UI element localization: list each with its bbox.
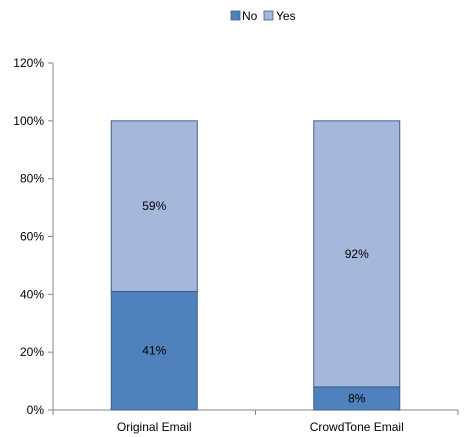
y-tick-label: 0% bbox=[27, 403, 45, 417]
y-tick-label: 120% bbox=[13, 56, 44, 70]
data-label: 41% bbox=[142, 344, 166, 358]
x-category-label: Original Email bbox=[117, 420, 192, 434]
bar-segment-yes bbox=[313, 120, 401, 388]
legend: No Yes bbox=[230, 9, 296, 23]
data-label: 59% bbox=[142, 199, 166, 213]
y-axis: 0% 20% 40% 60% 80% 100% 120% bbox=[13, 56, 54, 417]
y-tick-label: 60% bbox=[20, 230, 44, 244]
legend-swatch-yes bbox=[263, 10, 274, 21]
data-label: 92% bbox=[345, 247, 369, 261]
bar-segment-yes bbox=[110, 120, 198, 292]
data-labels: 41% 59% 8% 92% bbox=[142, 199, 369, 405]
x-axis: Original Email CrowdTone Email bbox=[52, 409, 459, 434]
legend-swatch-no bbox=[230, 10, 241, 21]
bar-segment-no bbox=[110, 290, 198, 411]
data-label: 8% bbox=[348, 391, 366, 405]
legend-label-yes: Yes bbox=[276, 9, 296, 23]
y-tick-label: 20% bbox=[20, 345, 44, 359]
legend-label-no: No bbox=[242, 9, 258, 23]
x-category-label: CrowdTone Email bbox=[310, 420, 404, 434]
y-tick-label: 40% bbox=[20, 287, 44, 301]
y-tick-label: 80% bbox=[20, 172, 44, 186]
bars bbox=[110, 120, 401, 411]
y-tick-label: 100% bbox=[13, 114, 44, 128]
